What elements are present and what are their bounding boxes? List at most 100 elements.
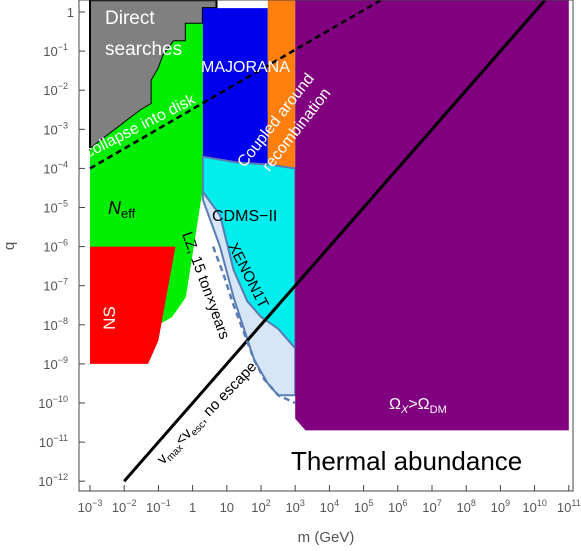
lines-layer [89, 0, 547, 483]
regions-layer [89, 0, 569, 431]
y-tick-base: 10 [43, 44, 57, 59]
y-tick-label: 10−6 [43, 238, 68, 255]
x-tick-exp: 9 [505, 498, 510, 508]
x-tick-label: 1 [189, 500, 196, 515]
gt-sign: >Ω [408, 396, 429, 413]
no-escape-label: vmax<vesc, no escape [154, 358, 262, 469]
x-tick-base: 10 [422, 500, 436, 515]
ns-region [90, 246, 176, 364]
thermal-abundance-label: Thermal abundance [291, 446, 522, 476]
x-tick-label: 106 [388, 498, 407, 515]
y-tick-exp: −4 [58, 159, 68, 169]
y-tick-label: 10−4 [43, 159, 68, 176]
x-axis-label: m (GeV) [298, 529, 355, 546]
x-tick-base: 10 [522, 500, 536, 515]
x-tick-label: 104 [320, 498, 339, 515]
omega-x: Ω [389, 396, 401, 413]
relic-abundance-region [295, 0, 569, 431]
ticks-layer: 10−3 10−2 10−1 1 10 102 103 104 105 106 107 108 109 1… [38, 5, 580, 515]
x-tick-exp: −3 [92, 498, 102, 508]
y-tick-label: 10−11 [39, 433, 68, 450]
y-tick-exp: −6 [58, 238, 68, 248]
x-tick-label: 107 [422, 498, 441, 515]
omega-x-sub: X [400, 404, 409, 416]
y-tick-exp: −2 [58, 81, 68, 91]
neff-sub: eff [121, 206, 136, 221]
omega-dm-sub: DM [430, 404, 447, 416]
y-tick-base: 10 [38, 396, 52, 411]
ns-label: NS [100, 306, 119, 330]
x-tick-label: 1011 [557, 498, 581, 515]
y-tick-base: 10 [43, 318, 57, 333]
y-tick-exp: −7 [58, 277, 68, 287]
y-tick-label: 10−7 [43, 277, 68, 294]
x-tick-exp: −1 [161, 498, 171, 508]
x-tick-label: 103 [285, 498, 304, 515]
x-tick-label: 109 [491, 498, 510, 515]
majorana-label: MAJORANA [201, 59, 290, 76]
y-tick-base: 10 [39, 435, 53, 450]
y-tick-base: 10 [43, 279, 57, 294]
collapse-disk-line [89, 0, 382, 170]
no-escape-line [123, 0, 547, 483]
y-tick-exp: −12 [53, 472, 68, 482]
x-tick-base: 10 [456, 500, 470, 515]
relic-label: ΩX>ΩDM [389, 396, 447, 416]
y-tick-base: 1 [67, 5, 74, 20]
y-tick-label: 10−1 [43, 42, 68, 59]
x-tick-base: 10 [388, 500, 402, 515]
x-tick-label: 102 [251, 498, 270, 515]
x-tick-exp: 4 [334, 498, 339, 508]
y-tick-label: 10−5 [43, 199, 68, 216]
y-tick-base: 10 [43, 161, 57, 176]
y-tick-base: 10 [43, 357, 57, 372]
y-tick-exp: −5 [58, 199, 68, 209]
x-tick-base: 10 [557, 500, 571, 515]
y-tick-label: 10−12 [38, 472, 68, 489]
x-tick-base: 1 [189, 500, 196, 515]
y-tick-exp: −8 [58, 316, 68, 326]
y-tick-base: 10 [43, 240, 57, 255]
x-tick-base: 10 [285, 500, 299, 515]
x-tick-base: 10 [354, 500, 368, 515]
x-tick-base: 10 [78, 500, 92, 515]
x-tick-label: 10 [220, 500, 234, 515]
x-tick-label: 1010 [522, 498, 546, 515]
x-tick-base: 10 [491, 500, 505, 515]
direct-searches-label-1: Direct [105, 8, 155, 29]
y-tick-base: 10 [43, 122, 57, 137]
x-tick-exp: 2 [266, 498, 271, 508]
y-tick-label: 10−2 [43, 81, 68, 98]
y-tick-label: 1 [67, 5, 74, 20]
y-tick-exp: −9 [58, 355, 68, 365]
x-tick-label: 105 [354, 498, 373, 515]
direct-searches-label-2: searches [105, 39, 182, 60]
x-tick-label: 10−2 [112, 498, 137, 515]
x-tick-base: 10 [251, 500, 265, 515]
x-tick-exp: 3 [300, 498, 305, 508]
neff-label: Neff [108, 198, 136, 221]
x-tick-label: 108 [456, 498, 475, 515]
x-tick-base: 10 [146, 500, 160, 515]
cdms-label: CDMS−II [212, 208, 277, 225]
neff-base: N [108, 198, 122, 218]
x-tick-exp: 5 [368, 498, 373, 508]
y-tick-base: 10 [43, 201, 57, 216]
x-tick-base: 10 [320, 500, 334, 515]
x-tick-exp: −2 [126, 498, 136, 508]
x-tick-base: 10 [220, 500, 234, 515]
y-tick-label: 10−8 [43, 316, 68, 333]
y-tick-label: 10−10 [38, 394, 68, 411]
x-tick-exp: 10 [537, 498, 547, 508]
y-tick-exp: −11 [53, 433, 68, 443]
y-tick-exp: −3 [58, 120, 68, 130]
plot-frame [78, 0, 574, 492]
x-tick-base: 10 [112, 500, 126, 515]
x-tick-exp: 11 [571, 498, 580, 508]
x-tick-exp: 8 [471, 498, 476, 508]
y-axis-label: q [1, 242, 18, 250]
y-tick-label: 10−3 [43, 120, 68, 137]
y-tick-label: 10−9 [43, 355, 68, 372]
y-tick-exp: −10 [53, 394, 68, 404]
x-tick-label: 10−3 [78, 498, 103, 515]
